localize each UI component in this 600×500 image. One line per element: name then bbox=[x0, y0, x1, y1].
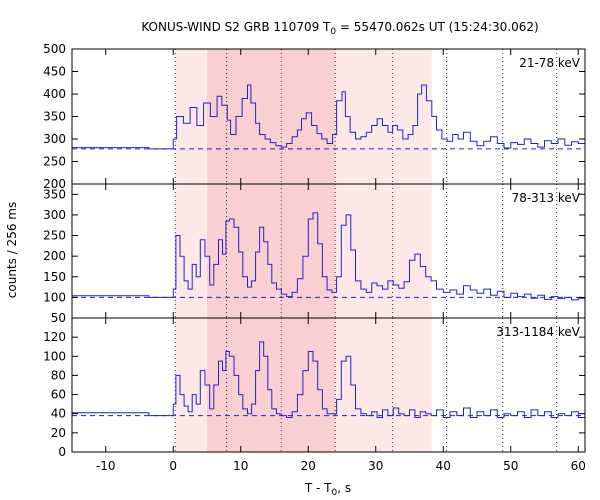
y-tick-label: 80 bbox=[51, 368, 66, 382]
y-tick-label: 150 bbox=[43, 270, 66, 284]
chart-title: KONUS-WIND S2 GRB 110709 T0 = 55470.062s… bbox=[141, 20, 538, 37]
y-tick-label: 450 bbox=[43, 65, 66, 79]
y-tick-label: 50 bbox=[51, 311, 66, 325]
light-curve-series bbox=[72, 84, 586, 150]
x-axis-label-subscript: 0 bbox=[332, 488, 338, 498]
x-tick-label: 20 bbox=[301, 459, 316, 473]
chart-title-text: KONUS-WIND S2 GRB 110709 T bbox=[141, 20, 331, 34]
panel-2: 50 100 150 200 250 300 350 78-313 keV bbox=[43, 183, 586, 325]
y-tick-label: 60 bbox=[51, 388, 66, 402]
x-tick-label: 50 bbox=[503, 459, 518, 473]
light-curve-series bbox=[72, 212, 586, 301]
y-tick-label: 300 bbox=[43, 208, 66, 222]
y-tick-label: 400 bbox=[43, 87, 66, 101]
energy-band-label: 21-78 keV bbox=[519, 56, 581, 70]
y-tick-label: 300 bbox=[43, 132, 66, 146]
y-tick-label: 40 bbox=[51, 407, 66, 421]
y-tick-label: 0 bbox=[58, 445, 66, 459]
y-tick-label: 250 bbox=[43, 155, 66, 169]
y-tick-label: 350 bbox=[43, 110, 66, 124]
x-tick-label: 60 bbox=[571, 459, 586, 473]
energy-band-label: 78-313 keV bbox=[512, 191, 581, 205]
shaded-region-2 bbox=[207, 49, 336, 184]
x-tick-label: 10 bbox=[233, 459, 248, 473]
panel-1: 200 250 300 350 400 450 500 21-78 keV bbox=[43, 42, 586, 191]
x-tick-label: 30 bbox=[368, 459, 383, 473]
y-tick-label: 250 bbox=[43, 229, 66, 243]
shaded-region-2 bbox=[207, 184, 336, 318]
y-tick-label: 200 bbox=[43, 177, 66, 191]
shaded-region-2 bbox=[207, 318, 336, 452]
panel-3: 0 20 40 60 80 100 120 313-1184 keV bbox=[43, 317, 586, 459]
light-curve-series bbox=[72, 341, 586, 418]
y-tick-label: 20 bbox=[51, 426, 66, 440]
y-tick-label: 350 bbox=[43, 187, 66, 201]
energy-band-label: 313-1184 keV bbox=[496, 325, 580, 339]
x-axis-label-unit: , s bbox=[337, 481, 351, 495]
x-tick-label: -10 bbox=[96, 459, 116, 473]
y-axis-label: counts / 256 ms bbox=[5, 202, 19, 298]
x-tick-label: 40 bbox=[436, 459, 451, 473]
x-axis-label-text: T - T bbox=[304, 481, 332, 495]
panel-frame bbox=[71, 317, 586, 453]
y-tick-label: 100 bbox=[43, 349, 66, 363]
chart-title-subscript: 0 bbox=[330, 27, 336, 37]
y-tick-label: 500 bbox=[43, 42, 66, 56]
y-tick-label: 100 bbox=[43, 290, 66, 304]
y-tick-label: 200 bbox=[43, 249, 66, 263]
x-axis-label: T - T0, s bbox=[304, 481, 351, 498]
x-tick-label: 0 bbox=[169, 459, 177, 473]
y-tick-label: 120 bbox=[43, 330, 66, 344]
chart-title-time: = 55470.062s UT (15:24:30.062) bbox=[336, 20, 539, 34]
